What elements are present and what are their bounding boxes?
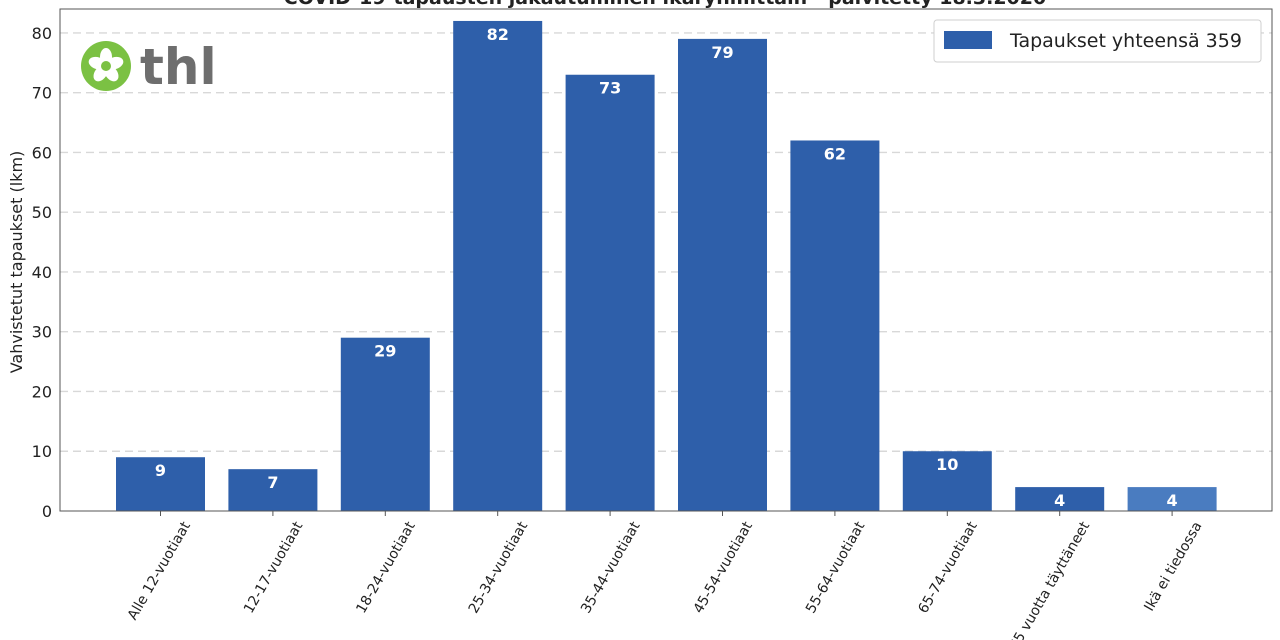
bars [116,20,1217,511]
y-tick-label: 40 [32,263,52,282]
y-tick-label: 30 [32,323,52,342]
bar [902,451,992,511]
x-tick-label: 65-74-vuotiaat [915,519,981,617]
x-tick-label: Alle 12-vuotiaat [125,519,194,623]
flower-logo-icon [81,41,131,91]
bar-value-label: 4 [1054,491,1065,510]
y-tick-label: 70 [32,84,52,103]
bar-value-label: 62 [824,144,846,163]
legend-label: Tapaukset yhteensä 359 [1009,30,1242,52]
legend-swatch [944,31,992,49]
x-tick-label: 18-24-vuotiaat [353,519,419,617]
x-tick-label: 55-64-vuotiaat [803,519,869,617]
y-tick-label: 0 [42,502,52,521]
chart-title: COVID-19-tapausten jakautuminen ikäryhmi… [284,0,1046,9]
bar-value-label: 73 [599,79,621,98]
bar [340,337,430,511]
bar [1127,487,1217,511]
bar [1015,487,1105,511]
thl-logo: thl [81,38,217,96]
y-axis-ticks: 0 10 20 30 40 50 60 70 80 [32,24,52,521]
bar-value-label: 4 [1167,491,1178,510]
x-tick-label: 75 vuotta täyttäneet [1007,519,1094,640]
bar [228,469,318,511]
x-tick-label: 35-44-vuotiaat [578,519,644,617]
x-tick-label: 45-54-vuotiaat [691,519,757,617]
y-axis-label: Vahvistetut tapaukset (lkm) [7,151,26,374]
x-tick-label: 12-17-vuotiaat [241,519,307,617]
bar-value-label: 29 [374,342,396,361]
bar-value-label: 10 [936,455,958,474]
bar [565,74,655,511]
y-tick-label: 60 [32,143,52,162]
bar-value-label: 82 [487,25,509,44]
logo-text: thl [140,38,217,96]
bar [790,140,880,511]
bar [116,457,205,511]
legend: Tapaukset yhteensä 359 [933,19,1262,63]
y-tick-label: 20 [32,382,52,401]
bar-value-label: 9 [155,461,166,480]
x-tick-label: 25-34-vuotiaat [466,519,532,617]
y-tick-label: 10 [32,442,52,461]
grid [60,32,1272,452]
y-tick-label: 80 [32,24,52,43]
y-tick-label: 50 [32,203,52,222]
x-tick-label: Ikä ei tiedossa [1141,519,1205,614]
bar-value-label: 79 [711,43,733,62]
bar-value-label: 7 [267,473,278,492]
bar [678,38,767,511]
bar [453,20,543,511]
x-axis-ticks: Alle 12-vuotiaat 12-17-vuotiaat 18-24-vuot… [125,511,1206,640]
plot-frame [59,8,1273,512]
bar-labels: 9 7 29 82 73 79 62 10 4 4 [155,25,1178,510]
